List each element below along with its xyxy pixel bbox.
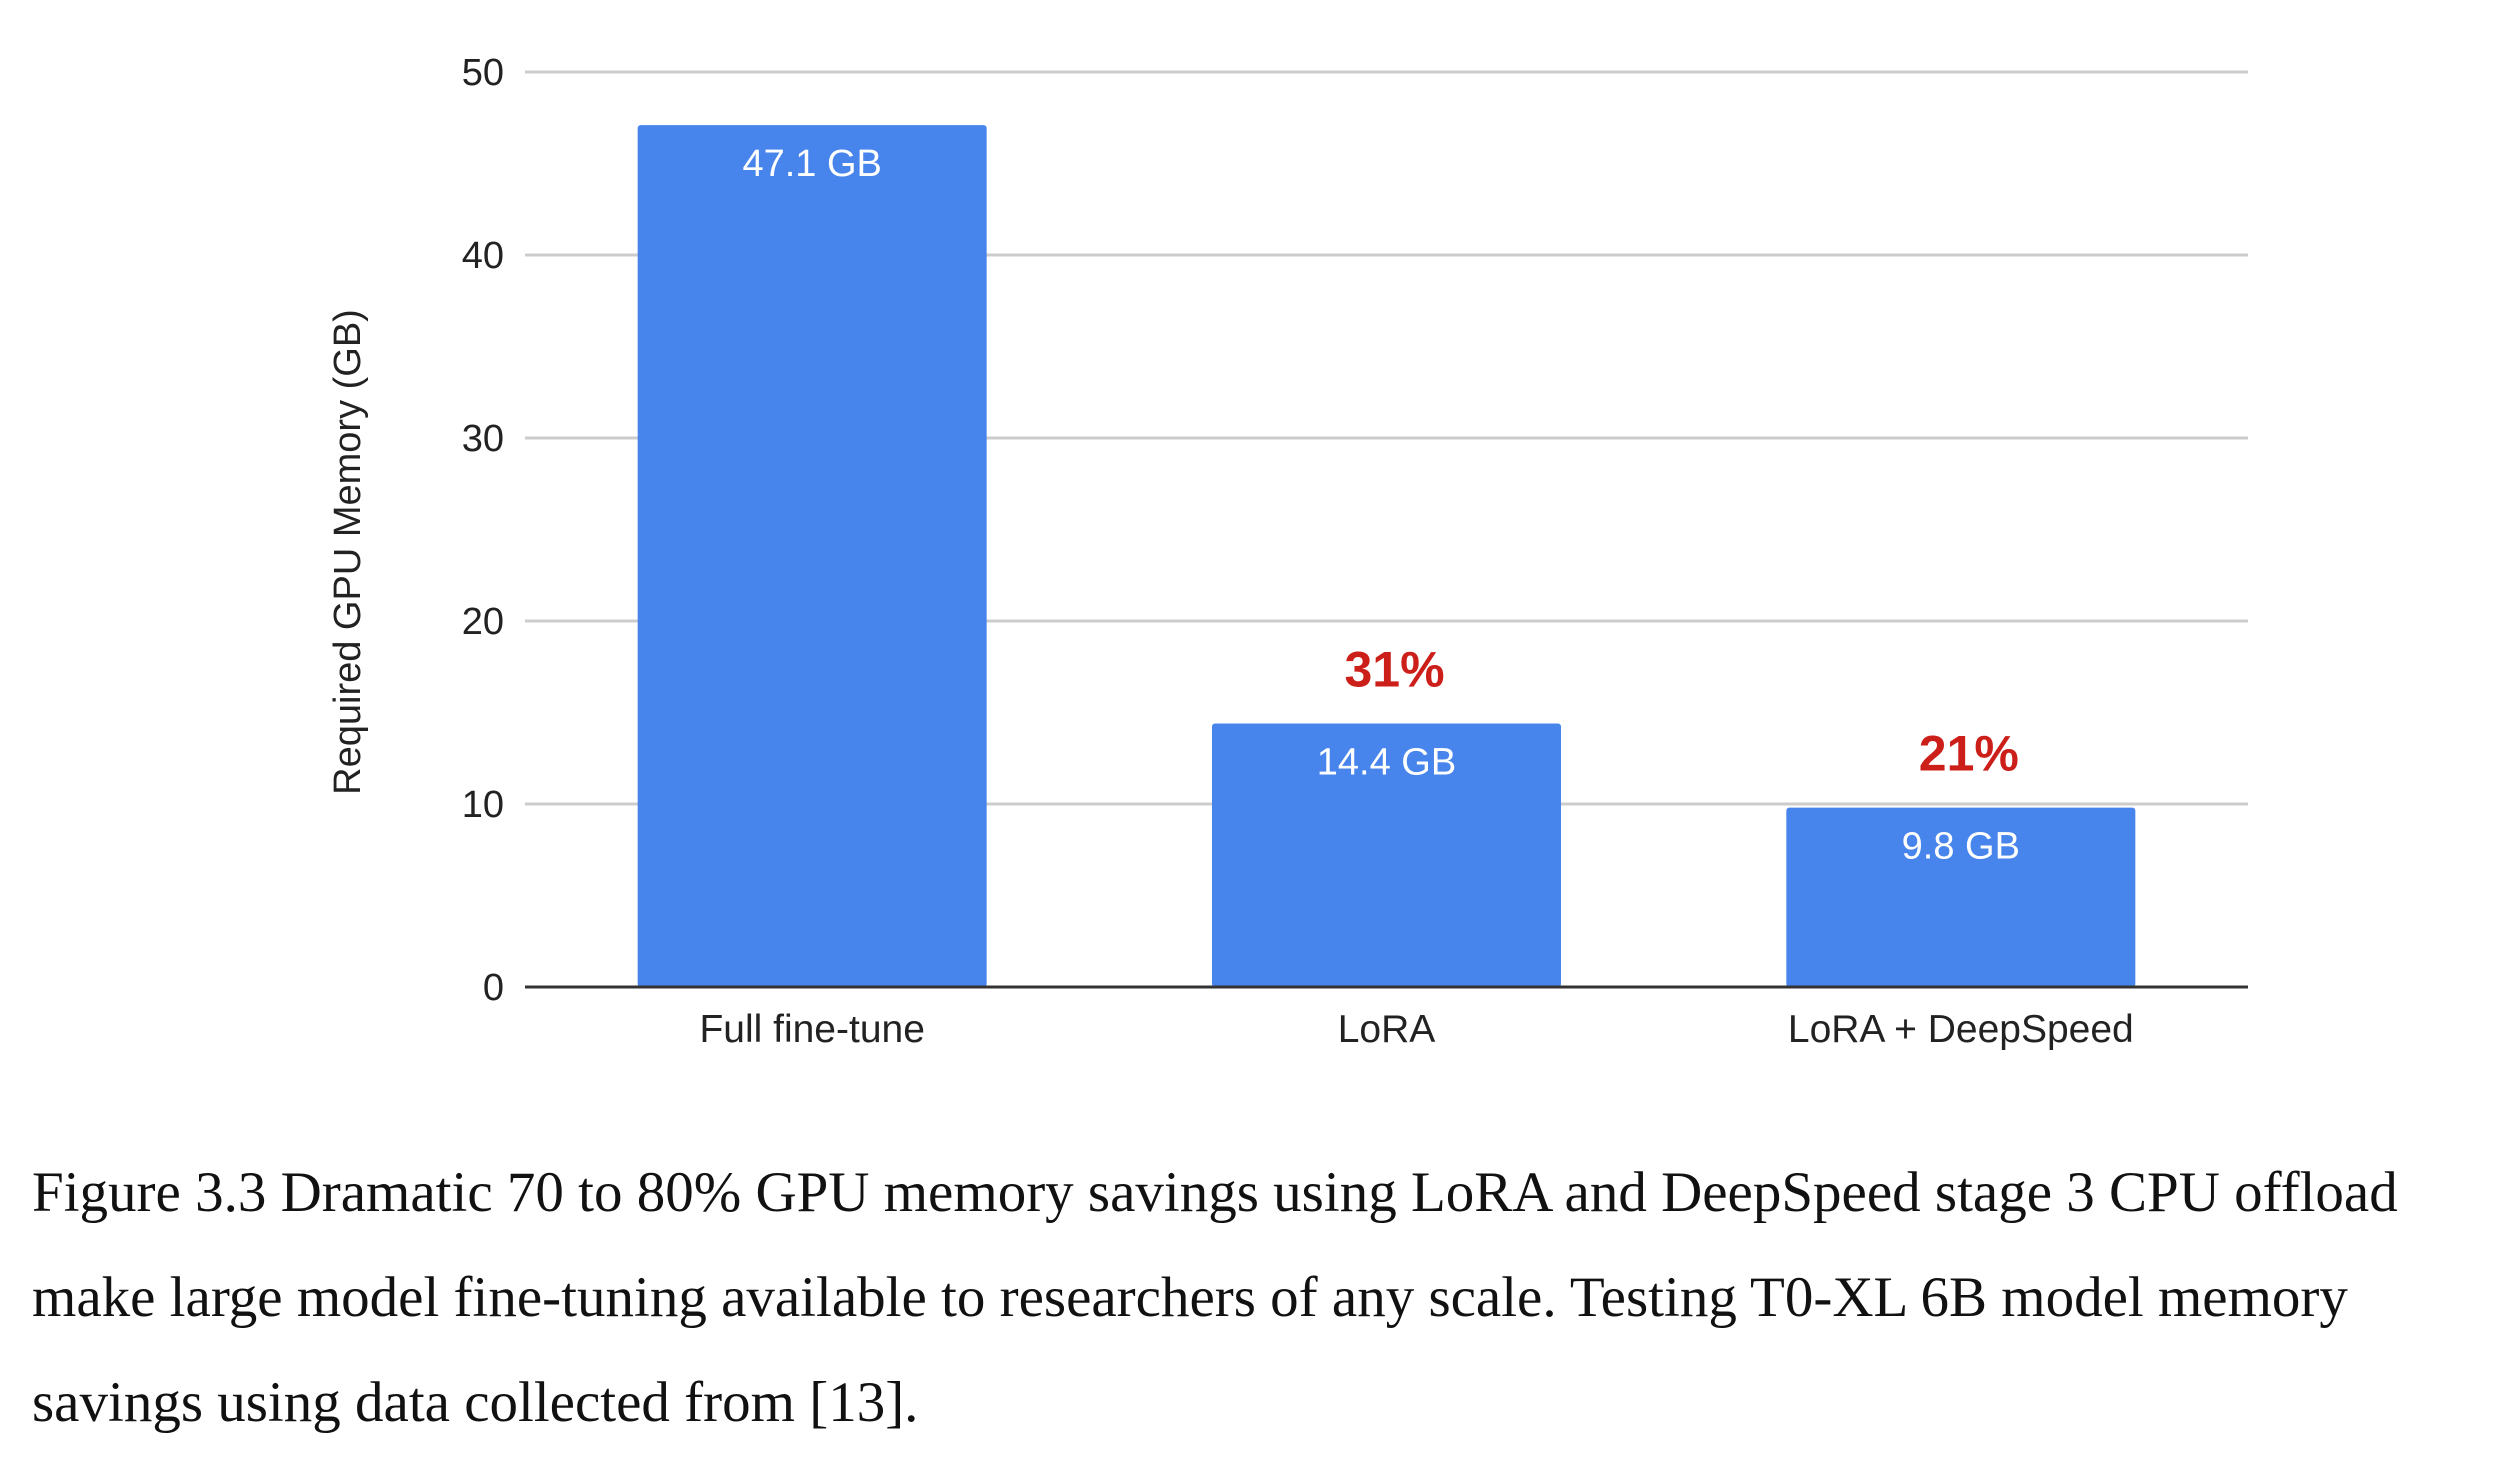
bar — [637, 125, 987, 987]
percent-annotation: 31% — [1344, 641, 1444, 697]
x-tick-label: LoRA + DeepSpeed — [1788, 1008, 2134, 1051]
bar-data-label: 47.1 GB — [742, 143, 881, 185]
percent-annotation: 21% — [1919, 726, 2019, 782]
bar-data-label: 9.8 GB — [1902, 826, 2020, 868]
bar — [1786, 807, 2136, 987]
bar-data-label: 14.4 GB — [1317, 741, 1456, 783]
y-tick-label: 10 — [462, 784, 504, 826]
y-tick-label: 40 — [462, 235, 504, 277]
y-axis-label: Required GPU Memory (GB) — [327, 309, 369, 795]
bar — [1212, 723, 1561, 987]
bar-chart: 0 10 20 30 40 50 47.1 GB Full fine-tune 14.4 GB… — [327, 52, 2248, 1051]
figure-caption: Figure 3.3 Dramatic 70 to 80% GPU memory… — [32, 1161, 2398, 1434]
y-tick-label: 20 — [462, 601, 504, 643]
y-tick-label: 0 — [483, 967, 504, 1009]
y-tick-label: 30 — [462, 418, 504, 460]
x-tick-label: LoRA — [1338, 1008, 1436, 1051]
y-tick-label: 50 — [462, 52, 504, 94]
x-tick-label: Full fine-tune — [699, 1008, 924, 1051]
